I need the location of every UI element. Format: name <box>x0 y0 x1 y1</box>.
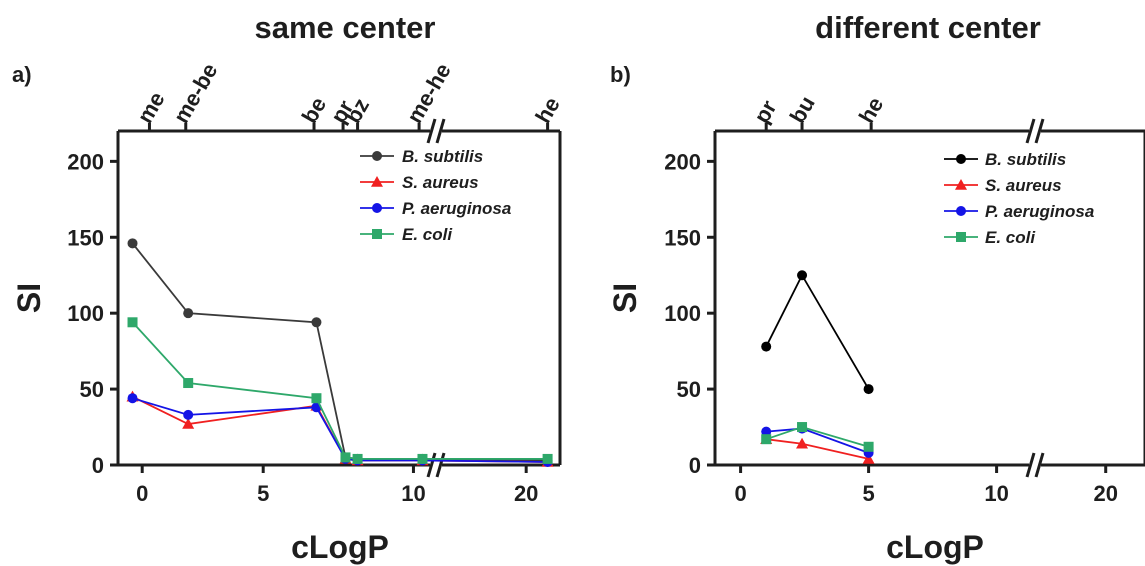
panel-a-x-axis-break-slash-2 <box>435 452 446 478</box>
panel-a-legend-marker-4 <box>372 229 382 239</box>
panel-a-series-4-point <box>542 453 553 464</box>
panel-a-x-tick-label: 10 <box>401 481 425 506</box>
panel-b-y-axis-title: SI <box>607 283 643 313</box>
panel-a-legend-marker-2 <box>371 176 383 187</box>
panel-a-series-1-point <box>127 238 138 249</box>
panel-a-y-tick-label: 150 <box>67 225 104 250</box>
panel-b-x-tick-label: 5 <box>862 481 874 506</box>
panel-a-series-4-point <box>340 452 351 463</box>
panel-b-series-1-point <box>797 270 808 281</box>
panel-a-series-4-point <box>311 393 322 404</box>
panel-b-x-axis-break-slash-2 <box>1034 452 1045 478</box>
panel-b-series-2-point <box>796 437 809 449</box>
panel-a-series-3-point <box>183 409 194 420</box>
panel-a-top-label: be <box>297 93 331 128</box>
panel-b-top-label: he <box>854 93 888 128</box>
panel-a-legend-label-3: P. aeruginosa <box>402 199 511 218</box>
panel-a-legend-label-4: E. coli <box>402 225 453 244</box>
panel-b-series-4-point <box>761 434 772 445</box>
panel-b-x-axis-break-slash-1 <box>1025 452 1036 478</box>
panel-a-y-tick-label: 200 <box>67 149 104 174</box>
panel-a-x-tick-label: 0 <box>136 481 148 506</box>
panel-b-series-4-point <box>797 422 808 433</box>
panel-a-legend-label-1: B. subtilis <box>402 147 483 166</box>
panel-a-y-axis-title: SI <box>11 283 47 313</box>
panel-a-top-label: me-be <box>168 59 222 128</box>
panel-b-plot-area: 0 50 100 150 200 0 5 10 20 pr bu he B. subtilis S. au… <box>664 92 1145 506</box>
panel-b-legend-marker-2 <box>955 179 967 190</box>
panel-b-legend-marker-4 <box>956 232 966 242</box>
panel-b-legend-label-1: B. subtilis <box>985 150 1066 169</box>
panel-a-series-1-point <box>183 308 194 319</box>
panel-b-series-1-point <box>761 341 772 352</box>
panel-a-letter: a) <box>12 62 32 87</box>
panel-a-x-tick-label: 5 <box>257 481 269 506</box>
panel-a-series-2-point <box>182 418 195 429</box>
panel-b-series-1-point <box>863 384 874 395</box>
panel-a-series-4-point <box>417 453 428 464</box>
panel-a-series-1-point <box>311 317 322 328</box>
panel-a-x-tick-label: 20 <box>514 481 538 506</box>
panel-b-series-line-1 <box>765 273 870 390</box>
panel-b-x-tick-label: 20 <box>1093 481 1117 506</box>
panel-b: different center b) SI cLogP 05010015020… <box>607 10 1145 565</box>
panel-b-y-tick-label: 150 <box>664 225 701 250</box>
panel-b-legend-marker-3 <box>956 206 966 216</box>
panel-b-top-axis-break-slash-2 <box>1034 118 1045 144</box>
panel-a-title: same center <box>255 10 436 45</box>
panel-b-y-tick-label: 50 <box>677 377 701 402</box>
panel-b-legend-label-4: E. coli <box>985 228 1036 247</box>
panel-a-top-label: me-he <box>402 59 456 128</box>
panel-a-series-line-1 <box>131 242 548 462</box>
panel-b-x-tick-label: 10 <box>984 481 1008 506</box>
panel-b-y-tick-label: 100 <box>664 301 701 326</box>
panel-b-title: different center <box>815 10 1041 45</box>
panel-b-series-2-point <box>862 452 875 464</box>
panel-b-letter: b) <box>610 62 631 87</box>
panel-a-series-4-point <box>183 378 194 389</box>
panel-b-top-label: bu <box>785 92 820 128</box>
panel-a-series-4-point <box>127 317 138 328</box>
panel-a-y-tick-label: 50 <box>80 377 104 402</box>
panel-b-legend-marker-1 <box>956 154 966 164</box>
panel-a-series-4-point <box>352 453 363 464</box>
panel-a: same center a) SI cLogP 0 50 100 150 200 0 5 10… <box>11 10 565 565</box>
panel-b-series-3-point <box>761 426 772 437</box>
panel-a-series-line-4 <box>131 321 548 460</box>
panel-b-top-axis-break-slash-1 <box>1025 118 1036 144</box>
panel-a-series-3-point <box>127 393 138 404</box>
panel-b-legend-label-2: S. aureus <box>985 176 1062 195</box>
panel-a-y-tick-label: 0 <box>92 453 104 478</box>
panel-a-x-axis-title: cLogP <box>291 529 389 565</box>
panel-b-y-tick-label: 0 <box>689 453 701 478</box>
panel-a-x-axis-break-slash-1 <box>426 452 437 478</box>
panel-a-legend-marker-3 <box>372 203 382 213</box>
panel-b-y-tick-label: 200 <box>664 149 701 174</box>
panel-b-x-tick-label: 0 <box>734 481 746 506</box>
panel-a-legend-label-2: S. aureus <box>402 173 479 192</box>
panel-a-y-tick-label: 100 <box>67 301 104 326</box>
panel-a-top-axis-break-slash-1 <box>426 118 437 144</box>
panel-b-top-label: pr <box>749 96 782 128</box>
panel-b-series-4-point <box>863 441 874 452</box>
panel-b-x-axis-title: cLogP <box>886 529 984 565</box>
panel-a-legend-marker-1 <box>372 151 382 161</box>
panel-b-legend-label-3: P. aeruginosa <box>985 202 1094 221</box>
panel-a-top-label: me <box>132 87 170 127</box>
panel-a-top-axis-break-slash-2 <box>435 118 446 144</box>
panel-a-top-label: he <box>530 93 564 128</box>
